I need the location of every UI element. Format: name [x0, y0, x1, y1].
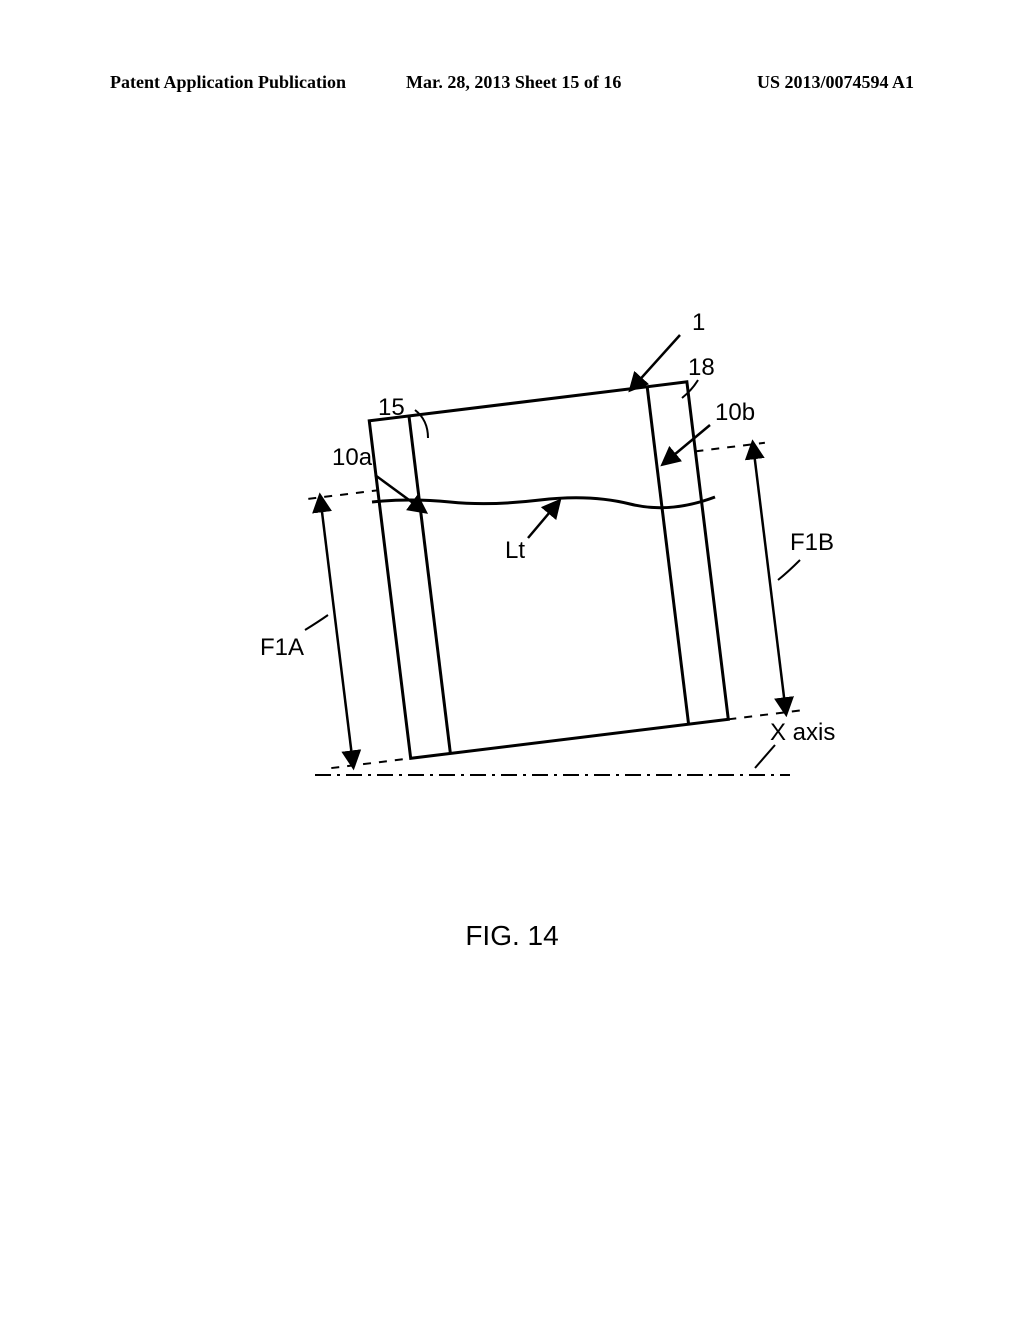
leader-1: [635, 335, 680, 385]
header-right: US 2013/0074594 A1: [757, 72, 914, 93]
container-outer: [369, 382, 728, 758]
label-Lt: Lt: [505, 537, 525, 564]
figure-caption: FIG. 14: [0, 920, 1024, 952]
leader-Lt: [528, 506, 555, 538]
liquid-level: [372, 497, 715, 508]
header-center: Mar. 28, 2013 Sheet 15 of 16: [346, 72, 757, 93]
figure-14: 1 15 18 10a 10b Lt F1A F1B X axis: [110, 280, 910, 880]
label-1: 1: [692, 309, 705, 336]
bottom-ext-right: [728, 710, 802, 719]
leader-F1A: [305, 615, 328, 630]
label-15: 15: [378, 394, 405, 421]
header-left: Patent Application Publication: [110, 72, 346, 93]
dim-F1A: [321, 502, 353, 760]
label-10a: 10a: [332, 444, 373, 471]
leader-10a: [375, 475, 420, 508]
label-10b: 10b: [715, 399, 755, 426]
level-ext-left: [308, 490, 377, 499]
label-F1A: F1A: [260, 634, 304, 661]
label-F1B: F1B: [790, 529, 834, 556]
leader-F1B: [778, 560, 800, 580]
leader-xaxis: [755, 745, 775, 768]
label-xaxis: X axis: [770, 719, 835, 746]
leader-10b: [668, 425, 710, 460]
inner-wall-left: [409, 416, 450, 753]
bottom-ext-left: [331, 758, 410, 768]
inner-wall-right: [647, 387, 688, 724]
label-18: 18: [688, 354, 715, 381]
